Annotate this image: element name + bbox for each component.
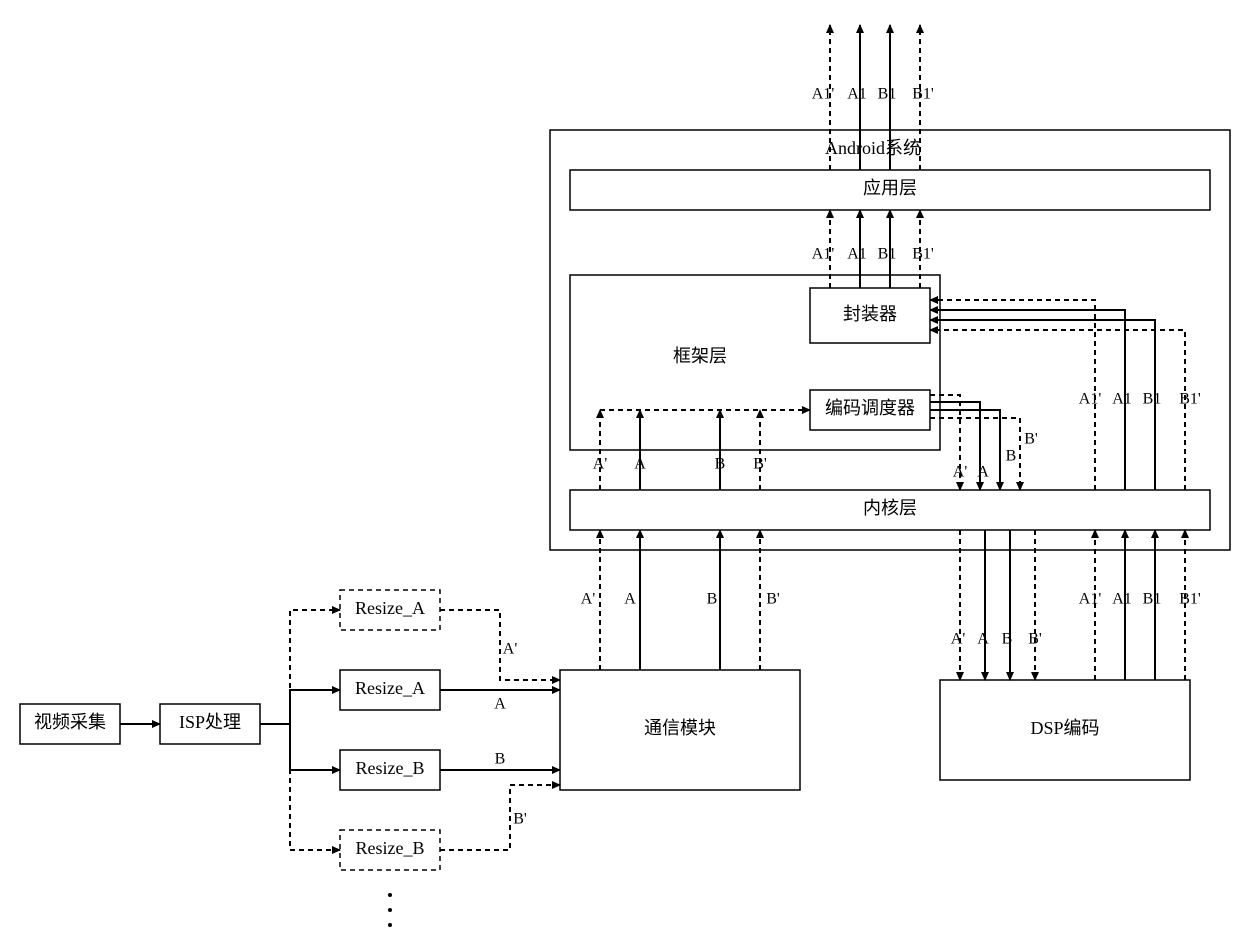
label-resize-a-dashed: Resize_A (355, 598, 425, 618)
node-framework (570, 275, 940, 450)
label-enc-kernel-2: B (1006, 448, 1017, 465)
label-comm: 通信模块 (644, 718, 716, 738)
label-app-out-2: B1 (878, 86, 897, 103)
label-dsp-kernel-3: B1' (1179, 591, 1201, 608)
label-kernel-pack-1: A1 (1112, 391, 1132, 408)
label-comm-kernel-2: B (707, 591, 718, 608)
dots-below-resize (388, 893, 392, 897)
label-kernel-dsp-1: A (977, 631, 989, 648)
label-kernel-dsp-0: A' (951, 631, 966, 648)
label-enc-kernel-1: A (977, 464, 989, 481)
label-kernel-pack-3: B1' (1179, 391, 1201, 408)
label-fw-app-3: B1' (912, 246, 934, 263)
dots-below-resize (388, 923, 392, 927)
label-kernel-dsp-3: B' (1028, 631, 1042, 648)
label-signal-b-out: B (495, 751, 506, 768)
label-comm-kernel-1: A (624, 591, 636, 608)
label-dsp-kernel-1: A1 (1112, 591, 1132, 608)
label-video-capture: 视频采集 (34, 712, 106, 732)
label-dsp: DSP编码 (1030, 718, 1099, 738)
isp-to-resize-a-dashed (290, 610, 340, 724)
label-isp: ISP处理 (179, 712, 241, 732)
label-resize-b-dashed: Resize_B (356, 838, 425, 858)
label-app-layer: 应用层 (863, 178, 917, 198)
isp-to-resize-a (290, 690, 340, 724)
label-comm-kernel-0: A' (581, 591, 596, 608)
label-packager: 封装器 (843, 304, 897, 324)
label-resize-a: Resize_A (355, 678, 425, 698)
label-comm-kernel-3: B' (766, 591, 780, 608)
label-dsp-kernel-2: B1 (1143, 591, 1162, 608)
label-app-out-0: A1' (812, 86, 835, 103)
isp-to-resize-b-dashed (290, 724, 340, 850)
label-kernel-fw-2: B (715, 456, 726, 473)
label-kernel-fw-1: A (634, 456, 646, 473)
label-kernel: 内核层 (863, 498, 917, 518)
resize-b-dashed-to-comm (440, 785, 560, 850)
label-android: Android系统 (825, 138, 921, 158)
label-kernel-pack-0: A1' (1079, 391, 1102, 408)
label-fw-app-2: B1 (878, 246, 897, 263)
label-fw-app-0: A1' (812, 246, 835, 263)
label-kernel-dsp-2: B (1002, 631, 1013, 648)
label-enc-kernel-3: B' (1024, 431, 1038, 448)
label-app-out-3: B1' (912, 86, 934, 103)
diagram-canvas: 视频采集 ISP处理 Resize_A Resize_A Resize_B Re… (0, 0, 1240, 943)
label-dsp-kernel-0: A1' (1079, 591, 1102, 608)
label-framework: 框架层 (673, 346, 727, 366)
label-signal-a-prime-out: A' (503, 641, 518, 658)
label-enc-kernel-0: A' (953, 464, 968, 481)
label-kernel-fw-3: B' (753, 456, 767, 473)
label-signal-a-out: A (494, 696, 506, 713)
label-encoder: 编码调度器 (825, 398, 915, 418)
label-app-out-1: A1 (847, 86, 867, 103)
isp-to-resize-b (290, 724, 340, 770)
label-kernel-fw-0: A' (593, 456, 608, 473)
label-kernel-pack-2: B1 (1143, 391, 1162, 408)
label-fw-app-1: A1 (847, 246, 867, 263)
resize-a-dashed-to-comm (440, 610, 560, 680)
label-signal-b-prime-out: B' (513, 811, 527, 828)
dots-below-resize (388, 908, 392, 912)
label-resize-b: Resize_B (356, 758, 425, 778)
